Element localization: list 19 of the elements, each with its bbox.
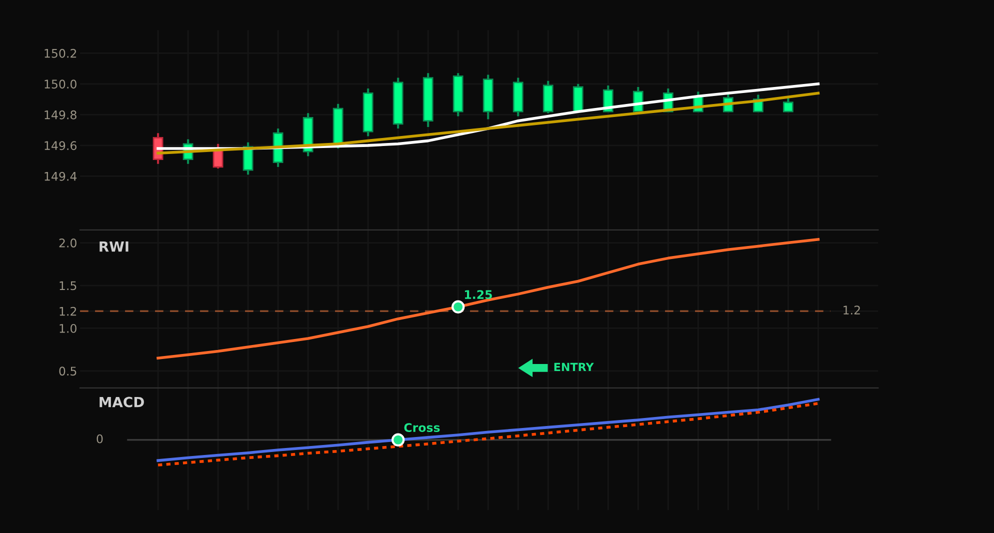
candlestick (782, 96, 794, 113)
y-tick-label: 150.2 (44, 48, 76, 58)
annotation: ENTRY (554, 362, 594, 372)
y-tick-label: 149.8 (44, 110, 76, 120)
y-tick-label: 0.5 (59, 366, 76, 376)
y-tick-label: 150.0 (44, 80, 76, 89)
y-tick-label: 1.2 (60, 306, 76, 316)
text: RWI (100, 241, 128, 252)
chart-title: MACD (100, 396, 144, 408)
annotation: 1.25 (464, 290, 492, 300)
y-tick-label: 2.0 (59, 238, 76, 248)
ref-line-label: 1.2 (844, 306, 860, 314)
annotation: Cross (404, 423, 440, 432)
y-tick-label: 1.0 (60, 324, 76, 333)
y-tick-label: 149.6 (44, 141, 76, 150)
y-tick-label: 149.4 (44, 172, 77, 181)
y-tick-label: 1.5 (60, 281, 76, 290)
ref-line-label: 0 (96, 434, 103, 444)
line-series (156, 238, 820, 360)
